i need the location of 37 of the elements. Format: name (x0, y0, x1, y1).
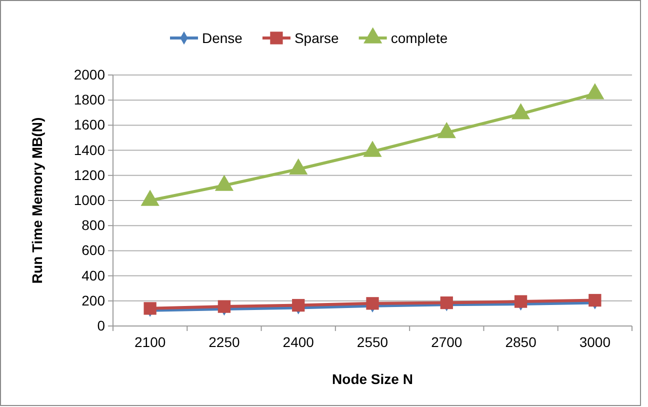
x-tick-label: 2400 (282, 334, 314, 350)
y-tick-label: 1000 (74, 192, 106, 208)
point (437, 122, 456, 138)
y-tick-label: 400 (82, 267, 106, 284)
y-tick-label: 1200 (74, 166, 106, 183)
y-tick-label: 0 (97, 317, 106, 334)
y-tick-label: 2000 (74, 66, 106, 82)
point (366, 297, 379, 310)
x-tick-label: 2100 (134, 334, 166, 350)
point (588, 294, 602, 307)
point (292, 298, 305, 312)
point (514, 295, 528, 308)
point (144, 302, 156, 315)
y-axis-title: Run Time Memory MB(N) (29, 117, 45, 284)
point (214, 174, 234, 191)
legend-label: Dense (202, 30, 243, 46)
point (289, 158, 308, 174)
x-axis-title: Node Size N (332, 371, 413, 387)
point (140, 190, 160, 206)
legend-label: complete (390, 30, 448, 46)
point (511, 103, 530, 120)
x-tick-label: 2250 (208, 334, 240, 350)
y-tick-label: 600 (82, 242, 106, 258)
x-tick-label: 2700 (431, 334, 462, 350)
y-tick-label: 1400 (74, 142, 106, 158)
point (440, 296, 453, 310)
point (363, 140, 382, 157)
point (218, 300, 231, 313)
y-tick-label: 200 (82, 292, 106, 308)
point (586, 83, 604, 100)
x-tick-label: 2550 (356, 334, 388, 350)
y-tick-label: 1800 (74, 92, 106, 108)
x-tick-label: 3000 (579, 334, 611, 350)
y-tick-label: 1600 (74, 116, 106, 133)
legend-label: Sparse (294, 30, 340, 46)
x-tick-label: 2850 (505, 334, 537, 350)
y-tick-label: 800 (82, 217, 106, 234)
